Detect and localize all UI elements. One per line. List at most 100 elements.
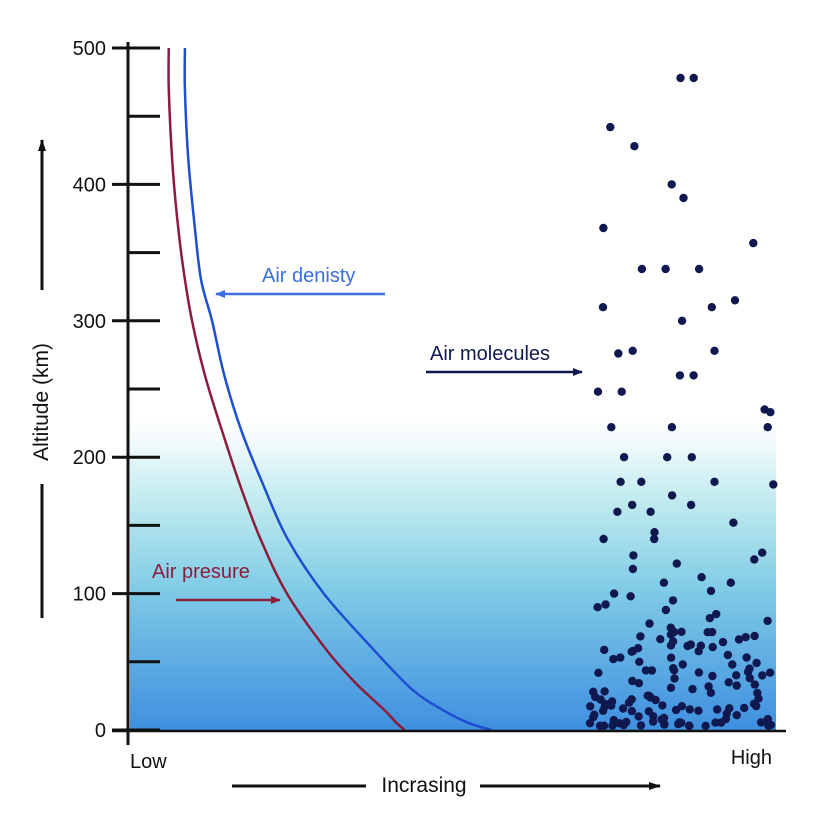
- air-molecule-dot: [689, 371, 698, 380]
- air-molecule-dot: [629, 551, 638, 560]
- air-molecule-dot: [688, 684, 697, 694]
- air-molecule-dot: [685, 721, 694, 730]
- air-molecule-dot: [706, 586, 716, 596]
- air-molecule-dot: [713, 705, 722, 714]
- air-molecule-dot: [614, 349, 623, 358]
- air-molecule-dot: [675, 718, 684, 727]
- air-molecule-dot: [634, 712, 643, 721]
- air-molecule-dot: [656, 635, 665, 644]
- air-molecule-dot: [627, 706, 636, 716]
- air-molecule-dot: [677, 316, 687, 325]
- air-molecule-dot: [627, 695, 636, 704]
- air-molecule-dot: [686, 500, 696, 510]
- y-tick-label: 500: [73, 38, 106, 60]
- air-molecules-label: Air molecules: [430, 343, 550, 365]
- atmosphere-gradient: [130, 420, 776, 730]
- air-molecule-dot: [636, 632, 645, 641]
- x-low-label: Low: [130, 751, 167, 773]
- air-molecule-dot: [701, 721, 710, 731]
- air-molecule-dot: [661, 264, 670, 274]
- air-molecule-dot: [628, 346, 637, 355]
- air-molecule-dot: [628, 564, 638, 574]
- air-molecule-dot: [753, 688, 762, 698]
- air-molecule-dot: [607, 423, 616, 432]
- air-molecule-dot: [600, 702, 609, 711]
- air-molecule-dot: [718, 637, 728, 647]
- air-molecule-dot: [667, 423, 677, 432]
- x-axis-title: Incrasing: [381, 774, 466, 797]
- air-molecule-dot: [599, 223, 608, 233]
- air-molecule-dot: [707, 303, 716, 312]
- air-molecule-dot: [743, 667, 753, 677]
- air-molecule-dot: [658, 701, 667, 710]
- air-molecule-dot: [645, 619, 654, 628]
- air-molecule-dot: [666, 683, 676, 692]
- air-molecule-dot: [729, 518, 738, 527]
- air-molecule-dot: [607, 701, 616, 710]
- air-molecule-dot: [634, 679, 644, 688]
- air-molecule-dot: [677, 627, 686, 636]
- air-molecule-dot: [676, 73, 685, 83]
- air-molecule-dot: [637, 264, 647, 274]
- air-pressure-curve: [167, 47, 406, 731]
- air-molecule-dot: [710, 477, 719, 486]
- air-molecule-dot: [763, 423, 772, 432]
- air-molecule-dot: [666, 641, 676, 650]
- air-density-label: Air denisty: [262, 265, 355, 287]
- air-molecule-dot: [667, 180, 676, 189]
- air-molecule-dot: [750, 631, 759, 641]
- air-molecule-dot: [685, 705, 694, 714]
- air-molecule-dot: [635, 657, 644, 666]
- air-molecule-dot: [764, 721, 773, 730]
- x-high-label: High: [731, 747, 772, 769]
- air-molecule-dot: [763, 616, 772, 626]
- air-molecules-scatter: [585, 73, 778, 731]
- air-molecule-dot: [650, 534, 659, 544]
- air-molecule-dot: [679, 193, 688, 203]
- air-molecule-dot: [752, 701, 761, 711]
- air-molecule-dot: [696, 641, 706, 650]
- air-molecule-dot: [766, 408, 775, 417]
- air-molecule-dot: [606, 122, 615, 132]
- air-molecule-dot: [750, 680, 759, 689]
- y-tick-label: 300: [73, 311, 106, 333]
- air-molecule-dot: [704, 682, 713, 691]
- air-molecule-dot: [641, 666, 651, 675]
- air-molecule-dot: [730, 296, 740, 305]
- air-molecule-dot: [609, 589, 619, 598]
- air-molecule-dot: [678, 660, 687, 669]
- air-molecule-dot: [712, 609, 721, 619]
- air-molecule-dot: [586, 702, 595, 711]
- air-molecule-dot: [593, 603, 602, 612]
- air-molecule-dot: [594, 668, 603, 677]
- air-molecule-dot: [687, 453, 696, 462]
- air-molecule-dot: [756, 718, 766, 727]
- air-molecule-dot: [675, 371, 685, 380]
- air-molecule-dot: [627, 647, 636, 656]
- air-molecule-dot: [723, 650, 733, 660]
- air-molecule-dot: [725, 704, 734, 713]
- air-molecule-dot: [609, 715, 618, 725]
- air-molecule-dot: [734, 635, 744, 644]
- air-molecule-dot: [724, 678, 733, 687]
- air-molecule-dot: [600, 645, 609, 655]
- air-molecule-dot: [741, 633, 750, 642]
- y-axis-title: Altitude (km): [30, 343, 53, 461]
- air-molecule-dot: [622, 717, 631, 727]
- air-molecule-dot: [598, 303, 608, 312]
- air-molecule-dot: [650, 528, 659, 537]
- air-molecule-dot: [707, 627, 717, 637]
- air-molecule-dot: [732, 711, 741, 720]
- air-molecule-dot: [708, 642, 717, 652]
- air-molecule-dot: [752, 658, 761, 668]
- air-molecule-dot: [694, 264, 704, 274]
- air-density-curve: [183, 47, 493, 732]
- air-molecule-dot: [750, 555, 759, 564]
- air-molecule-dot: [697, 573, 706, 582]
- air-molecule-dot: [636, 721, 646, 730]
- air-molecule-dot: [728, 660, 737, 669]
- air-molecule-dot: [595, 721, 605, 730]
- air-molecule-dot: [619, 453, 629, 462]
- air-molecule-dot: [732, 671, 741, 680]
